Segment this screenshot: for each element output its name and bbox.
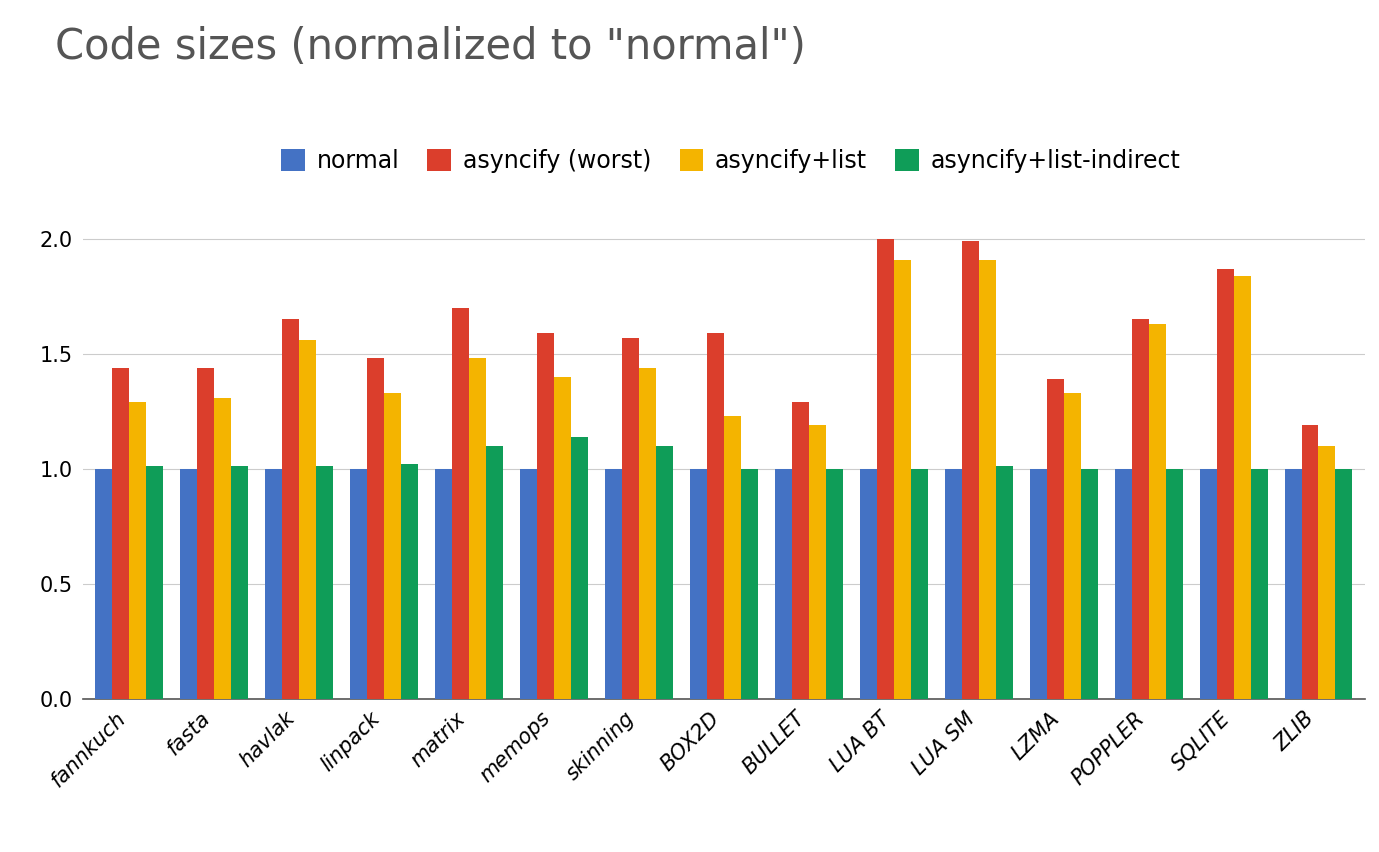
Bar xyxy=(894,260,910,699)
Bar xyxy=(1047,379,1063,699)
Bar xyxy=(1234,276,1251,699)
Bar xyxy=(605,469,622,699)
Bar xyxy=(452,308,469,699)
Bar xyxy=(130,402,146,699)
Bar xyxy=(656,446,673,699)
Bar xyxy=(487,446,503,699)
Bar xyxy=(638,368,656,699)
Bar xyxy=(792,402,809,699)
Bar xyxy=(571,436,587,699)
Bar xyxy=(1030,469,1047,699)
Bar xyxy=(996,467,1012,699)
Bar xyxy=(1335,469,1353,699)
Bar xyxy=(1284,469,1302,699)
Bar xyxy=(979,260,996,699)
Bar xyxy=(283,320,299,699)
Bar xyxy=(367,359,385,699)
Bar xyxy=(401,464,418,699)
Bar xyxy=(1114,469,1132,699)
Bar xyxy=(945,469,961,699)
Bar xyxy=(877,239,894,699)
Bar xyxy=(1200,469,1216,699)
Bar xyxy=(181,469,197,699)
Bar xyxy=(707,333,724,699)
Bar xyxy=(690,469,707,699)
Bar xyxy=(232,467,248,699)
Bar xyxy=(95,469,113,699)
Bar xyxy=(146,467,164,699)
Bar xyxy=(741,469,758,699)
Bar xyxy=(1216,269,1234,699)
Bar xyxy=(214,398,232,699)
Bar xyxy=(1132,320,1149,699)
Bar xyxy=(385,393,401,699)
Bar xyxy=(1165,469,1183,699)
Bar xyxy=(1251,469,1267,699)
Bar xyxy=(436,469,452,699)
Bar xyxy=(469,359,487,699)
Bar xyxy=(622,337,638,699)
Legend: normal, asyncify (worst), asyncify+list, asyncify+list-indirect: normal, asyncify (worst), asyncify+list,… xyxy=(272,140,1190,182)
Bar xyxy=(910,469,928,699)
Bar xyxy=(197,368,214,699)
Bar xyxy=(809,425,826,699)
Bar xyxy=(860,469,877,699)
Bar xyxy=(554,377,571,699)
Bar xyxy=(961,241,979,699)
Bar xyxy=(299,340,316,699)
Bar xyxy=(538,333,554,699)
Bar xyxy=(265,469,283,699)
Bar xyxy=(1063,393,1081,699)
Bar xyxy=(520,469,538,699)
Bar xyxy=(724,416,741,699)
Bar xyxy=(113,368,130,699)
Text: Code sizes (normalized to "normal"): Code sizes (normalized to "normal") xyxy=(55,26,807,67)
Bar xyxy=(1081,469,1098,699)
Bar xyxy=(1318,446,1335,699)
Bar xyxy=(826,469,843,699)
Bar xyxy=(350,469,367,699)
Bar xyxy=(775,469,792,699)
Bar xyxy=(1149,324,1165,699)
Bar xyxy=(316,467,334,699)
Bar xyxy=(1302,425,1318,699)
